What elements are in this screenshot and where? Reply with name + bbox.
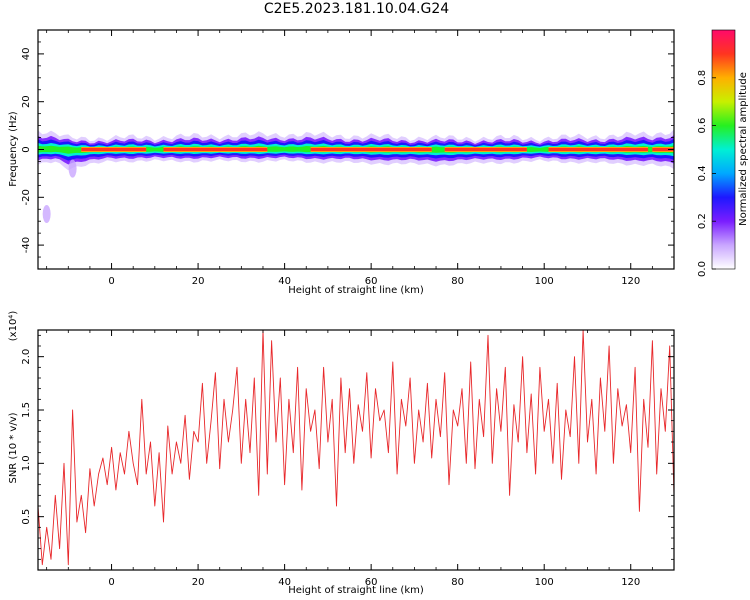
snr-x-label: Height of straight line (km) — [288, 585, 424, 596]
colorbar-tick-label: 0.2 — [697, 213, 708, 229]
band-peak — [81, 147, 147, 152]
band-peak — [652, 147, 674, 152]
snr-y-tick-label: 0.5 — [21, 509, 32, 525]
snr-frame — [37, 329, 675, 571]
snr-x-tick-label: 0 — [108, 577, 114, 588]
band-peak — [163, 147, 268, 152]
spectrogram-x-tick-label: 60 — [365, 276, 378, 287]
snr-x-tick-label: 60 — [365, 577, 378, 588]
colorbar-ticks: 0.0 0.2 0.4 0.6 0.8 — [697, 70, 716, 277]
snr-y-tick-label: 2.0 — [21, 349, 32, 365]
snr-series — [37, 329, 675, 566]
colorbar-tick-label: 0.8 — [697, 70, 708, 86]
snr-x-tick-label: 80 — [451, 577, 464, 588]
snr-plot-area — [38, 330, 674, 570]
spectrogram-x-tick-label: 40 — [278, 276, 291, 287]
spectrogram-y-label: Frequency (Hz) — [8, 111, 19, 187]
spectrogram-y-ticks: -40 -20 0 20 40 — [21, 29, 674, 270]
spectrogram-y-tick-label: 40 — [21, 48, 32, 61]
spectrogram-x-tick-label: 120 — [621, 276, 640, 287]
snr-y-scale-label: (x10⁴) — [8, 311, 19, 342]
spectrogram-y-tick-label: -40 — [21, 237, 32, 253]
snr-x-ticks: 0 20 40 60 80 100 120 — [46, 330, 675, 588]
snr-x-tick-label: 120 — [621, 577, 640, 588]
band-peak — [310, 147, 432, 152]
spectrogram-x-tick-label: 100 — [535, 276, 554, 287]
spectrogram-x-label: Height of straight line (km) — [288, 285, 424, 296]
snr-y-tick-label: 1.0 — [21, 455, 32, 471]
stray-patch — [68, 159, 77, 178]
snr-x-tick-label: 20 — [192, 577, 205, 588]
stray-patch — [42, 205, 51, 224]
chart-title: C2E5.2023.181.10.04.G24 — [263, 1, 450, 17]
spectrogram-panel: 0 20 40 60 80 100 120 -40 -20 0 20 40 Height of st… — [8, 29, 675, 296]
snr-x-tick-label: 40 — [278, 577, 291, 588]
band-peak — [444, 147, 527, 152]
stray-patches — [42, 159, 77, 224]
colorbar-gradient — [712, 30, 735, 269]
colorbar: 0.0 0.2 0.4 0.6 0.8 Normalized spectral ampl… — [697, 29, 749, 277]
colorbar-frame — [711, 29, 736, 270]
spectrogram-x-tick-label: 0 — [108, 276, 114, 287]
band-peak — [548, 147, 649, 152]
spectral-band — [38, 129, 674, 171]
snr-y-tick-label: 1.5 — [21, 402, 32, 418]
spectrogram-y-tick-label: 20 — [21, 95, 32, 108]
spectrogram-x-tick-label: 20 — [192, 276, 205, 287]
colorbar-tick-label: 0.6 — [697, 118, 708, 134]
snr-line — [37, 329, 675, 566]
snr-x-tick-label: 100 — [535, 577, 554, 588]
spectrogram-x-ticks: 0 20 40 60 80 100 120 — [46, 30, 675, 287]
spectrogram-y-tick-label: 0 — [21, 146, 32, 152]
snr-y-ticks: 0.5 1.0 1.5 2.0 — [21, 334, 674, 571]
spectrogram-x-tick-label: 80 — [451, 276, 464, 287]
colorbar-tick-label: 0.0 — [697, 261, 708, 277]
snr-panel: 0 20 40 60 80 100 120 0.5 1.0 1.5 2.0 Height of s… — [8, 311, 675, 596]
spectrogram-y-tick-label: -20 — [21, 189, 32, 205]
snr-y-label: SNR (10 * v/v) — [8, 412, 19, 483]
colorbar-label: Normalized spectral amplitude — [738, 72, 749, 226]
colorbar-tick-label: 0.4 — [697, 165, 708, 181]
